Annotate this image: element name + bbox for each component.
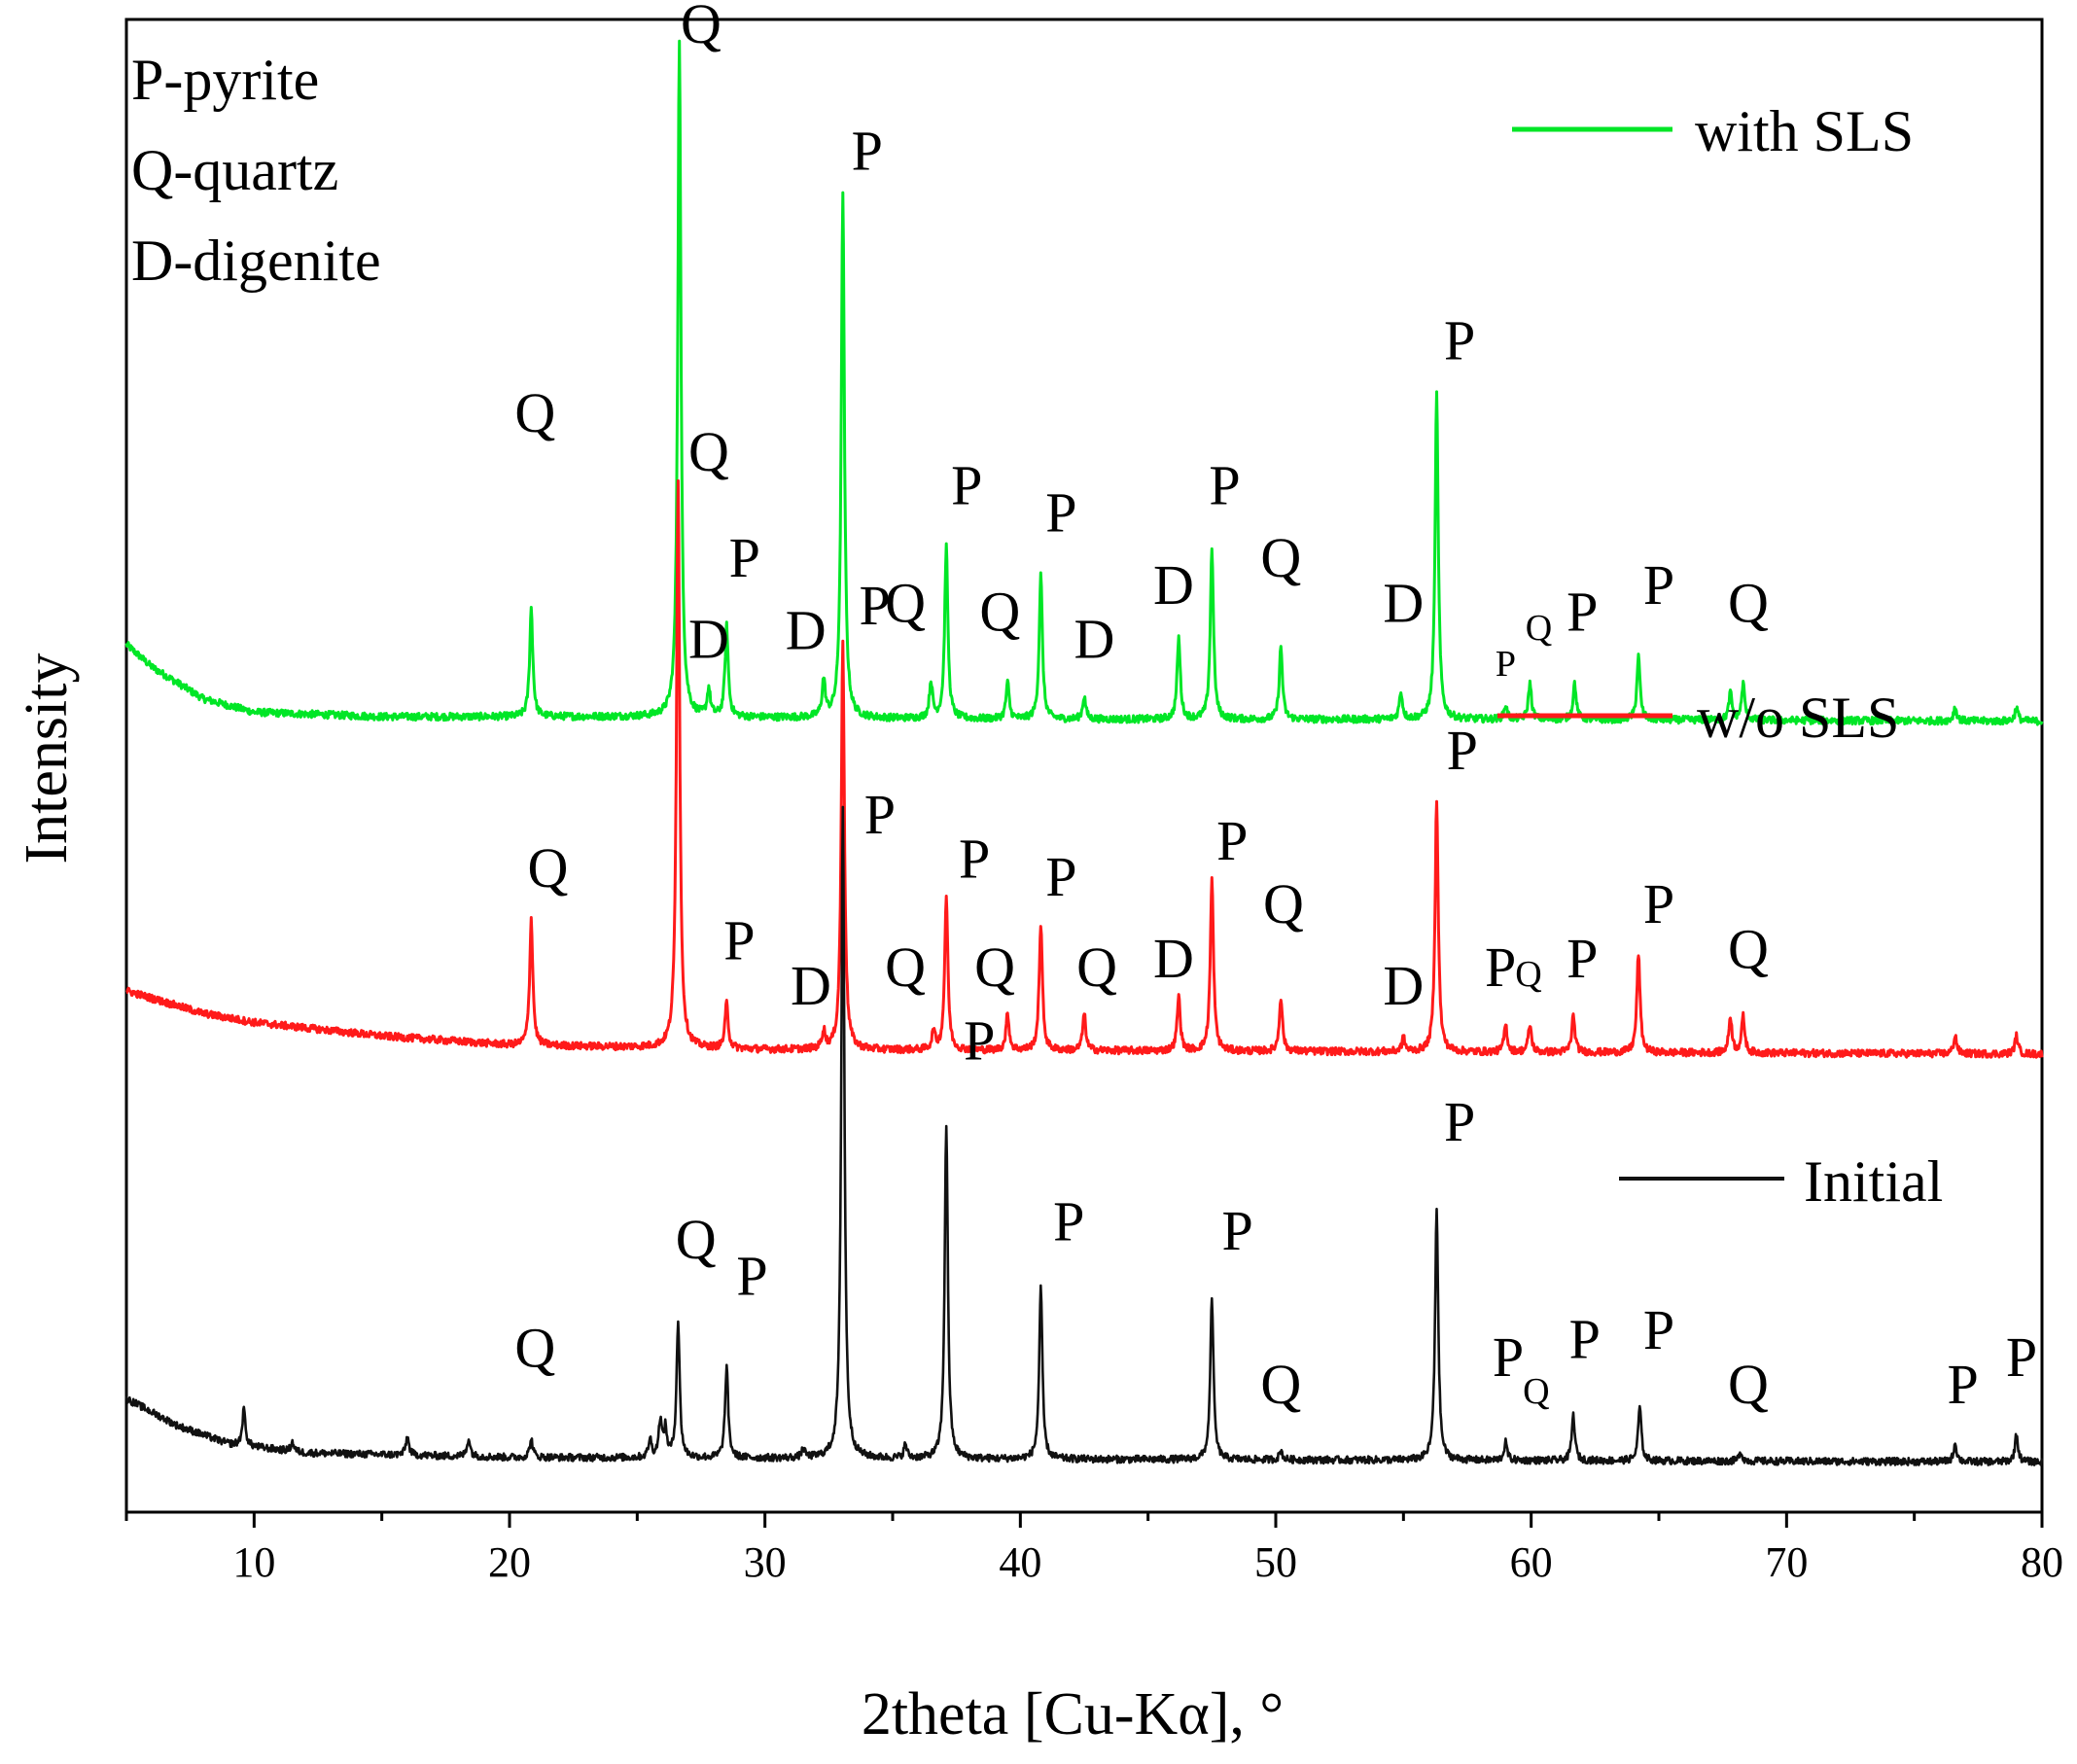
peak-label: Q xyxy=(885,935,926,999)
peak-label: P xyxy=(1045,845,1076,908)
legend-label-wo-sls: w/o SLS xyxy=(1697,686,1899,750)
peak-label: Q xyxy=(1515,954,1541,995)
peak-label: P xyxy=(852,119,883,182)
peak-label: P xyxy=(951,454,982,517)
x-axis: 10 20 30 40 50 60 70 80 xyxy=(124,1512,2063,1586)
peak-label: Q xyxy=(688,420,729,483)
peak-label: Q xyxy=(681,0,722,55)
legend-label-with-sls: with SLS xyxy=(1695,99,1914,163)
peak-label: Q xyxy=(1728,1353,1769,1416)
peak-label: P xyxy=(1045,480,1076,544)
peak-label: Q xyxy=(1076,935,1117,999)
note-pyrite: P-pyrite xyxy=(131,48,319,112)
note-digenite: D-digenite xyxy=(131,229,381,293)
series-line-initial xyxy=(124,805,2044,1466)
x-tick-label: 10 xyxy=(232,1538,275,1586)
peak-label: P xyxy=(1444,309,1475,372)
peak-label: Q xyxy=(514,381,555,444)
peak-label: Q xyxy=(1728,571,1769,634)
plot-frame xyxy=(124,18,2044,1514)
peak-label: P xyxy=(1053,1190,1084,1253)
peak-label: Q xyxy=(1260,526,1301,589)
peak-label: Q xyxy=(1263,872,1304,935)
series-line-with-sls xyxy=(124,39,2044,726)
peak-label: Q xyxy=(979,581,1020,644)
peak-label: P xyxy=(1216,809,1248,872)
peak-label: Q xyxy=(1526,608,1552,649)
peak-label: P xyxy=(736,1244,767,1307)
peak-label: Q xyxy=(676,1208,717,1271)
note-quartz: Q-quartz xyxy=(131,138,338,202)
peak-label: P xyxy=(1643,872,1674,935)
legend: with SLS w/o SLS Initial xyxy=(1497,99,1943,1214)
peak-label: P xyxy=(959,828,990,891)
phase-notes: P-pyrite Q-quartz D-digenite xyxy=(131,48,381,293)
peak-label: P xyxy=(1567,581,1598,644)
x-tick-label: 80 xyxy=(2021,1538,2063,1586)
x-tick-label: 70 xyxy=(1765,1538,1808,1586)
peak-label: D xyxy=(1153,553,1194,617)
peak-label: P xyxy=(1496,644,1516,685)
peak-label: P xyxy=(2006,1325,2037,1389)
x-tick-label: 30 xyxy=(744,1538,787,1586)
peak-label: P xyxy=(1643,1298,1674,1361)
peak-label: P xyxy=(859,574,890,637)
peak-label: Q xyxy=(974,935,1015,999)
peak-label: Q xyxy=(1260,1353,1301,1416)
legend-label-initial: Initial xyxy=(1804,1149,1943,1214)
peak-label: D xyxy=(688,608,729,671)
peak-label: P xyxy=(1209,454,1240,517)
peak-label: P xyxy=(729,526,760,589)
peak-label: P xyxy=(1947,1353,1978,1416)
peak-label: P xyxy=(1643,553,1674,617)
y-axis-title: Intensity xyxy=(14,653,80,864)
peak-label: D xyxy=(1383,954,1424,1017)
peak-label: P xyxy=(964,1009,995,1073)
series-line-w-o-sls xyxy=(125,478,2044,1059)
peak-label: Q xyxy=(514,1317,555,1380)
peak-label: P xyxy=(1444,1090,1475,1153)
peak-label: P xyxy=(1493,1325,1524,1389)
peak-label: D xyxy=(1153,927,1194,990)
peak-label: P xyxy=(1485,935,1516,999)
x-tick-label: 50 xyxy=(1254,1538,1297,1586)
x-tick-label: 60 xyxy=(1510,1538,1553,1586)
peak-label: D xyxy=(1074,608,1115,671)
peak-label: P xyxy=(723,908,755,971)
peak-label: P xyxy=(1569,1307,1601,1370)
peak-label: D xyxy=(1383,571,1424,634)
peak-label: Q xyxy=(527,836,568,900)
x-tick-label: 20 xyxy=(488,1538,531,1586)
peak-label: D xyxy=(791,954,831,1017)
peak-label: D xyxy=(786,598,827,661)
peak-label: P xyxy=(864,783,896,846)
peak-label: P xyxy=(1567,927,1598,990)
peak-label: Q xyxy=(1523,1371,1549,1412)
x-tick-label: 40 xyxy=(999,1538,1041,1586)
peak-label: Q xyxy=(1728,918,1769,981)
peak-label: P xyxy=(1447,719,1478,782)
peak-label: P xyxy=(1221,1199,1252,1262)
x-axis-title: 2theta [Cu-Kα], ° xyxy=(862,1681,1284,1747)
series-layer xyxy=(124,39,2044,1466)
peak-label: Q xyxy=(885,571,926,634)
